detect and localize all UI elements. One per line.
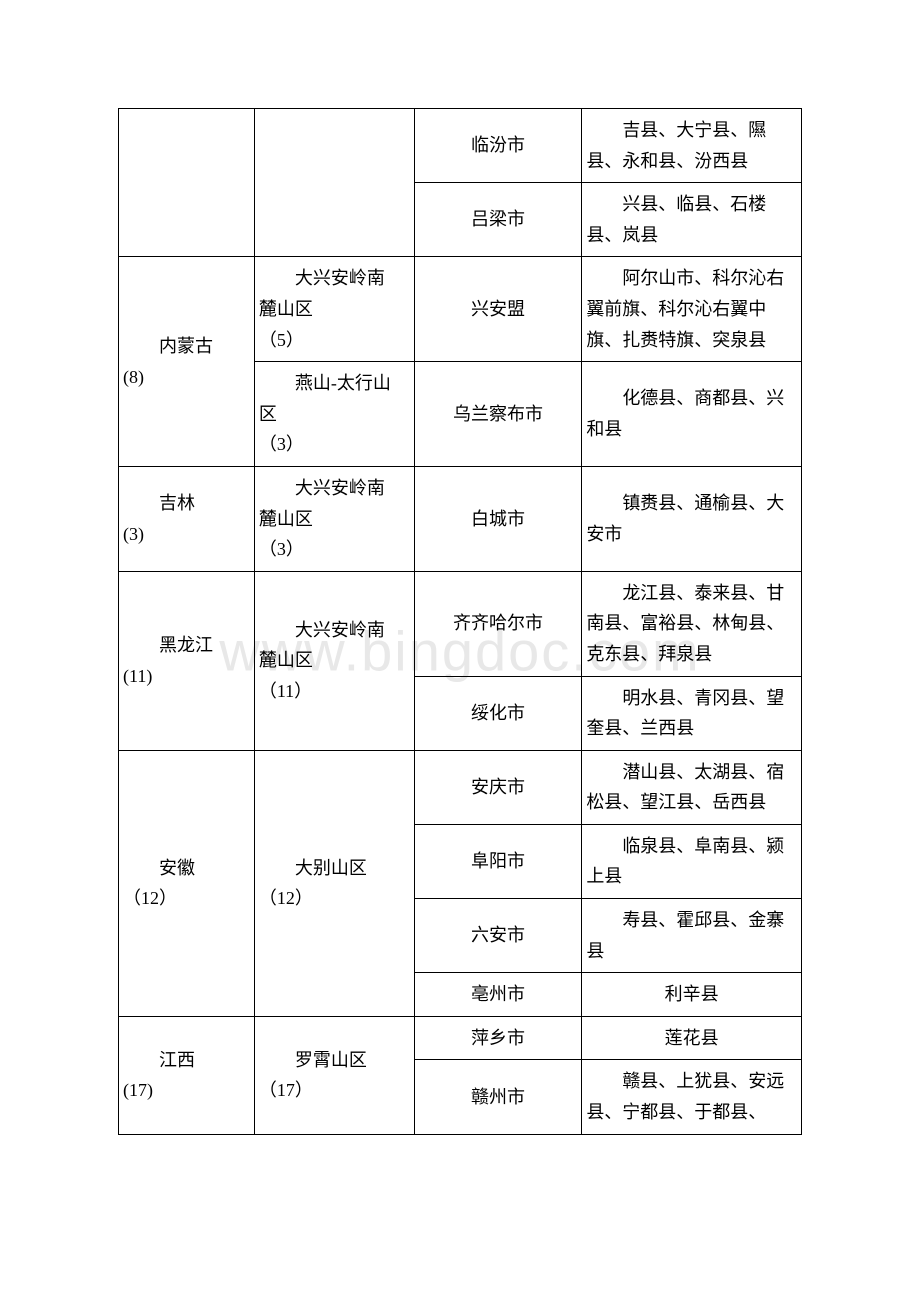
table-cell-city: 萍乡市 bbox=[414, 1016, 582, 1060]
region-name-l1: 大别山区 bbox=[259, 853, 410, 884]
table-cell-region: 罗霄山区 （17） bbox=[254, 1016, 414, 1134]
table-cell-province: 江西 (17) bbox=[119, 1016, 255, 1134]
region-name-l1: 大兴安岭南 bbox=[259, 615, 410, 646]
table-cell-city: 吕梁市 bbox=[414, 183, 582, 257]
province-count: (8) bbox=[123, 362, 250, 393]
region-name-l1: 罗霄山区 bbox=[259, 1045, 410, 1076]
table-cell-province-empty bbox=[119, 109, 255, 257]
table-cell-counties: 临泉县、阜南县、颍上县 bbox=[582, 824, 802, 898]
table-cell-region: 大兴安岭南 麓山区 （3） bbox=[254, 466, 414, 571]
table-cell-province: 安徽 （12） bbox=[119, 750, 255, 1016]
province-count: (3) bbox=[123, 519, 250, 550]
region-count: （12） bbox=[259, 883, 410, 914]
table-cell-city: 兴安盟 bbox=[414, 257, 582, 362]
region-name-l2: 区 bbox=[259, 399, 410, 430]
table-cell-counties: 镇赉县、通榆县、大安市 bbox=[582, 466, 802, 571]
table-cell-region: 大别山区 （12） bbox=[254, 750, 414, 1016]
province-count: (17) bbox=[123, 1075, 250, 1106]
table-cell-city: 赣州市 bbox=[414, 1060, 582, 1134]
table-cell-province: 内蒙古 (8) bbox=[119, 257, 255, 467]
region-name-l2: 麓山区 bbox=[259, 504, 410, 535]
table-cell-counties: 兴县、临县、石楼县、岚县 bbox=[582, 183, 802, 257]
region-table: 临汾市 吉县、大宁县、隰县、永和县、汾西县 吕梁市 兴县、临县、石楼县、岚县 内… bbox=[118, 108, 802, 1135]
table-cell-counties: 化德县、商都县、兴和县 bbox=[582, 362, 802, 467]
table-cell-region: 燕山-太行山 区 （3） bbox=[254, 362, 414, 467]
table-cell-region: 大兴安岭南 麓山区 （5） bbox=[254, 257, 414, 362]
table-cell-city: 安庆市 bbox=[414, 750, 582, 824]
province-name: 安徽 bbox=[123, 853, 250, 884]
table-cell-province: 黑龙江 (11) bbox=[119, 571, 255, 750]
region-name-l2: 麓山区 bbox=[259, 294, 410, 325]
table-cell-counties: 明水县、青冈县、望奎县、兰西县 bbox=[582, 676, 802, 750]
table-cell-counties: 潜山县、太湖县、宿松县、望江县、岳西县 bbox=[582, 750, 802, 824]
region-name-l1: 燕山-太行山 bbox=[259, 368, 410, 399]
province-name: 内蒙古 bbox=[123, 331, 250, 362]
table-cell-counties: 阿尔山市、科尔沁右翼前旗、科尔沁右翼中旗、扎赉特旗、突泉县 bbox=[582, 257, 802, 362]
province-name: 江西 bbox=[123, 1045, 250, 1076]
region-count: （11） bbox=[259, 676, 410, 707]
table-cell-counties: 利辛县 bbox=[582, 973, 802, 1017]
table-cell-counties: 吉县、大宁县、隰县、永和县、汾西县 bbox=[582, 109, 802, 183]
region-name-l1: 大兴安岭南 bbox=[259, 263, 410, 294]
region-count: （3） bbox=[259, 534, 410, 565]
region-name-l1: 大兴安岭南 bbox=[259, 473, 410, 504]
region-count: （5） bbox=[259, 325, 410, 356]
table-cell-city: 临汾市 bbox=[414, 109, 582, 183]
table-cell-city: 六安市 bbox=[414, 899, 582, 973]
table-cell-counties: 龙江县、泰来县、甘南县、富裕县、林甸县、克东县、拜泉县 bbox=[582, 571, 802, 676]
table-cell-province: 吉林 (3) bbox=[119, 466, 255, 571]
province-name: 吉林 bbox=[123, 488, 250, 519]
table-cell-counties: 莲花县 bbox=[582, 1016, 802, 1060]
table-cell-counties: 赣县、上犹县、安远县、宁都县、于都县、 bbox=[582, 1060, 802, 1134]
table-cell-city: 乌兰察布市 bbox=[414, 362, 582, 467]
table-cell-region-empty bbox=[254, 109, 414, 257]
province-name: 黑龙江 bbox=[123, 630, 250, 661]
province-count: （12） bbox=[123, 883, 250, 914]
region-count: （17） bbox=[259, 1075, 410, 1106]
table-cell-city: 白城市 bbox=[414, 466, 582, 571]
province-count: (11) bbox=[123, 661, 250, 692]
region-count: （3） bbox=[259, 429, 410, 460]
table-cell-city: 阜阳市 bbox=[414, 824, 582, 898]
table-cell-city: 齐齐哈尔市 bbox=[414, 571, 582, 676]
table-cell-city: 亳州市 bbox=[414, 973, 582, 1017]
table-cell-region: 大兴安岭南 麓山区 （11） bbox=[254, 571, 414, 750]
table-cell-counties: 寿县、霍邱县、金寨县 bbox=[582, 899, 802, 973]
region-name-l2: 麓山区 bbox=[259, 645, 410, 676]
table-cell-city: 绥化市 bbox=[414, 676, 582, 750]
